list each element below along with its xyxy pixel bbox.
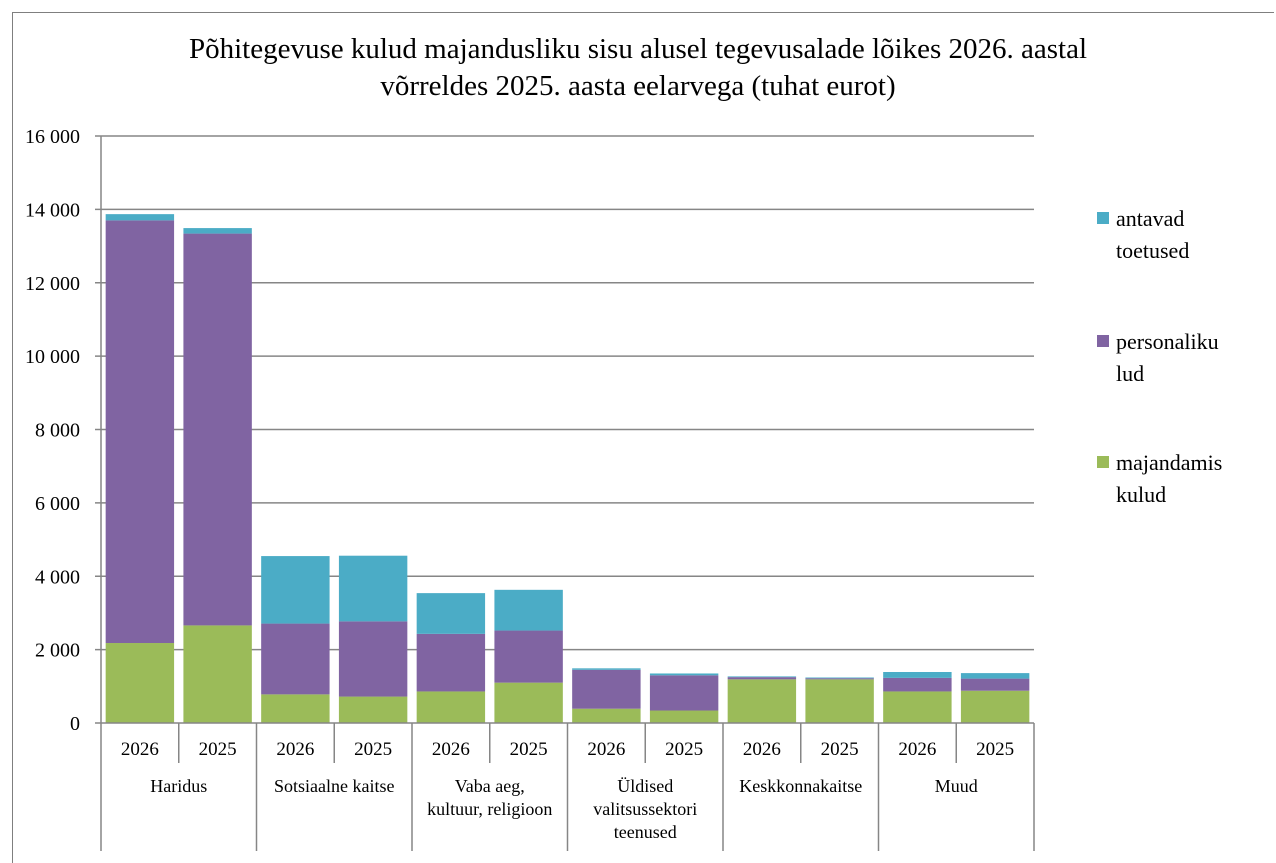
bar-segment bbox=[883, 691, 952, 723]
bar-segment bbox=[416, 691, 486, 723]
bar-segment bbox=[727, 677, 797, 680]
bar-segment bbox=[105, 214, 175, 221]
group-label: Muud bbox=[935, 776, 978, 796]
bar-segment bbox=[105, 220, 175, 644]
bar-segment bbox=[183, 228, 252, 234]
bar-segment bbox=[338, 621, 408, 697]
legend-swatch-personalikulud bbox=[1097, 335, 1109, 347]
bar-segment bbox=[727, 679, 797, 723]
bar-segment bbox=[572, 668, 641, 670]
x-tick-label: 2026 bbox=[898, 739, 936, 760]
group-label: teenused bbox=[614, 822, 677, 842]
x-tick-label: 2026 bbox=[276, 739, 314, 760]
legend-label-personaliku-line-1: personaliku bbox=[1116, 329, 1219, 354]
legend-swatch-majandamiskulud bbox=[1097, 456, 1109, 468]
bar-segment bbox=[649, 673, 719, 676]
legend-swatch-antavad-toetused bbox=[1097, 212, 1109, 224]
y-tick-label: 4 000 bbox=[35, 566, 80, 588]
group-label: Üldised bbox=[617, 776, 673, 796]
bar-segment bbox=[960, 673, 1030, 679]
bar-segment bbox=[805, 679, 874, 723]
chart-frame bbox=[12, 12, 1274, 863]
chart-title-line-1: Põhitegevuse kulud majandusliku sisu alu… bbox=[188, 33, 1088, 65]
group-label: Keskkonnakaitse bbox=[739, 776, 862, 796]
bar-segment bbox=[338, 696, 408, 723]
bar-segment bbox=[105, 643, 175, 723]
bar-segment bbox=[494, 682, 563, 723]
bar-segment bbox=[494, 589, 563, 631]
x-tick-label: 2026 bbox=[121, 739, 159, 760]
chart-title-line-2: võrreldes 2025. aasta eelarvega (tuhat e… bbox=[380, 70, 896, 102]
bar-segment bbox=[649, 675, 719, 711]
x-tick-label: 2025 bbox=[821, 739, 859, 760]
bar-segment bbox=[960, 690, 1030, 723]
y-tick-label: 0 bbox=[70, 713, 80, 735]
bar-segment bbox=[572, 708, 641, 723]
bar-segment bbox=[261, 556, 330, 624]
legend-label-antavad-line-2: toetused bbox=[1116, 238, 1190, 263]
legend-label-antavad-line-1: antavad bbox=[1116, 206, 1185, 231]
x-tick-label: 2026 bbox=[432, 739, 470, 760]
legend-label-majandamis-line-1: majandamis bbox=[1116, 450, 1223, 475]
bar-segment bbox=[416, 593, 486, 634]
bar-segment bbox=[416, 633, 486, 692]
legend-label-majandamis-line-2: kulud bbox=[1116, 482, 1167, 507]
x-tick-label: 2025 bbox=[665, 739, 703, 760]
bar-segment bbox=[883, 672, 952, 678]
bar-segment bbox=[649, 710, 719, 723]
bar-segment bbox=[727, 676, 797, 678]
bar-segment bbox=[261, 694, 330, 723]
bar-segment bbox=[494, 630, 563, 683]
x-tick-label: 2025 bbox=[976, 739, 1014, 760]
bar-segment bbox=[338, 555, 408, 622]
y-tick-label: 10 000 bbox=[25, 346, 80, 368]
x-tick-label: 2026 bbox=[587, 739, 625, 760]
group-label: valitsussektori bbox=[593, 799, 697, 819]
y-tick-label: 16 000 bbox=[25, 126, 80, 148]
bar-segment bbox=[261, 623, 330, 695]
bar-segment bbox=[805, 678, 874, 680]
x-tick-label: 2025 bbox=[354, 739, 392, 760]
y-tick-label: 8 000 bbox=[35, 420, 80, 442]
bar-segment bbox=[183, 625, 252, 723]
bar-segment bbox=[572, 669, 641, 709]
group-label: kultuur, religioon bbox=[427, 799, 552, 819]
bar-segment bbox=[960, 678, 1030, 691]
bar-segment bbox=[883, 677, 952, 692]
x-tick-label: 2025 bbox=[199, 739, 237, 760]
y-tick-label: 12 000 bbox=[25, 273, 80, 295]
y-tick-label: 2 000 bbox=[35, 640, 80, 662]
legend-label-personaliku-line-2: lud bbox=[1116, 361, 1145, 386]
bar-segment bbox=[183, 233, 252, 626]
y-tick-label: 6 000 bbox=[35, 493, 80, 515]
group-label: Haridus bbox=[150, 776, 207, 796]
x-tick-label: 2026 bbox=[743, 739, 781, 760]
y-tick-label: 14 000 bbox=[25, 199, 80, 221]
group-label: Sotsiaalne kaitse bbox=[274, 776, 394, 796]
x-tick-label: 2025 bbox=[510, 739, 548, 760]
group-label: Vaba aeg, bbox=[455, 776, 525, 796]
bar-segment bbox=[805, 677, 874, 679]
